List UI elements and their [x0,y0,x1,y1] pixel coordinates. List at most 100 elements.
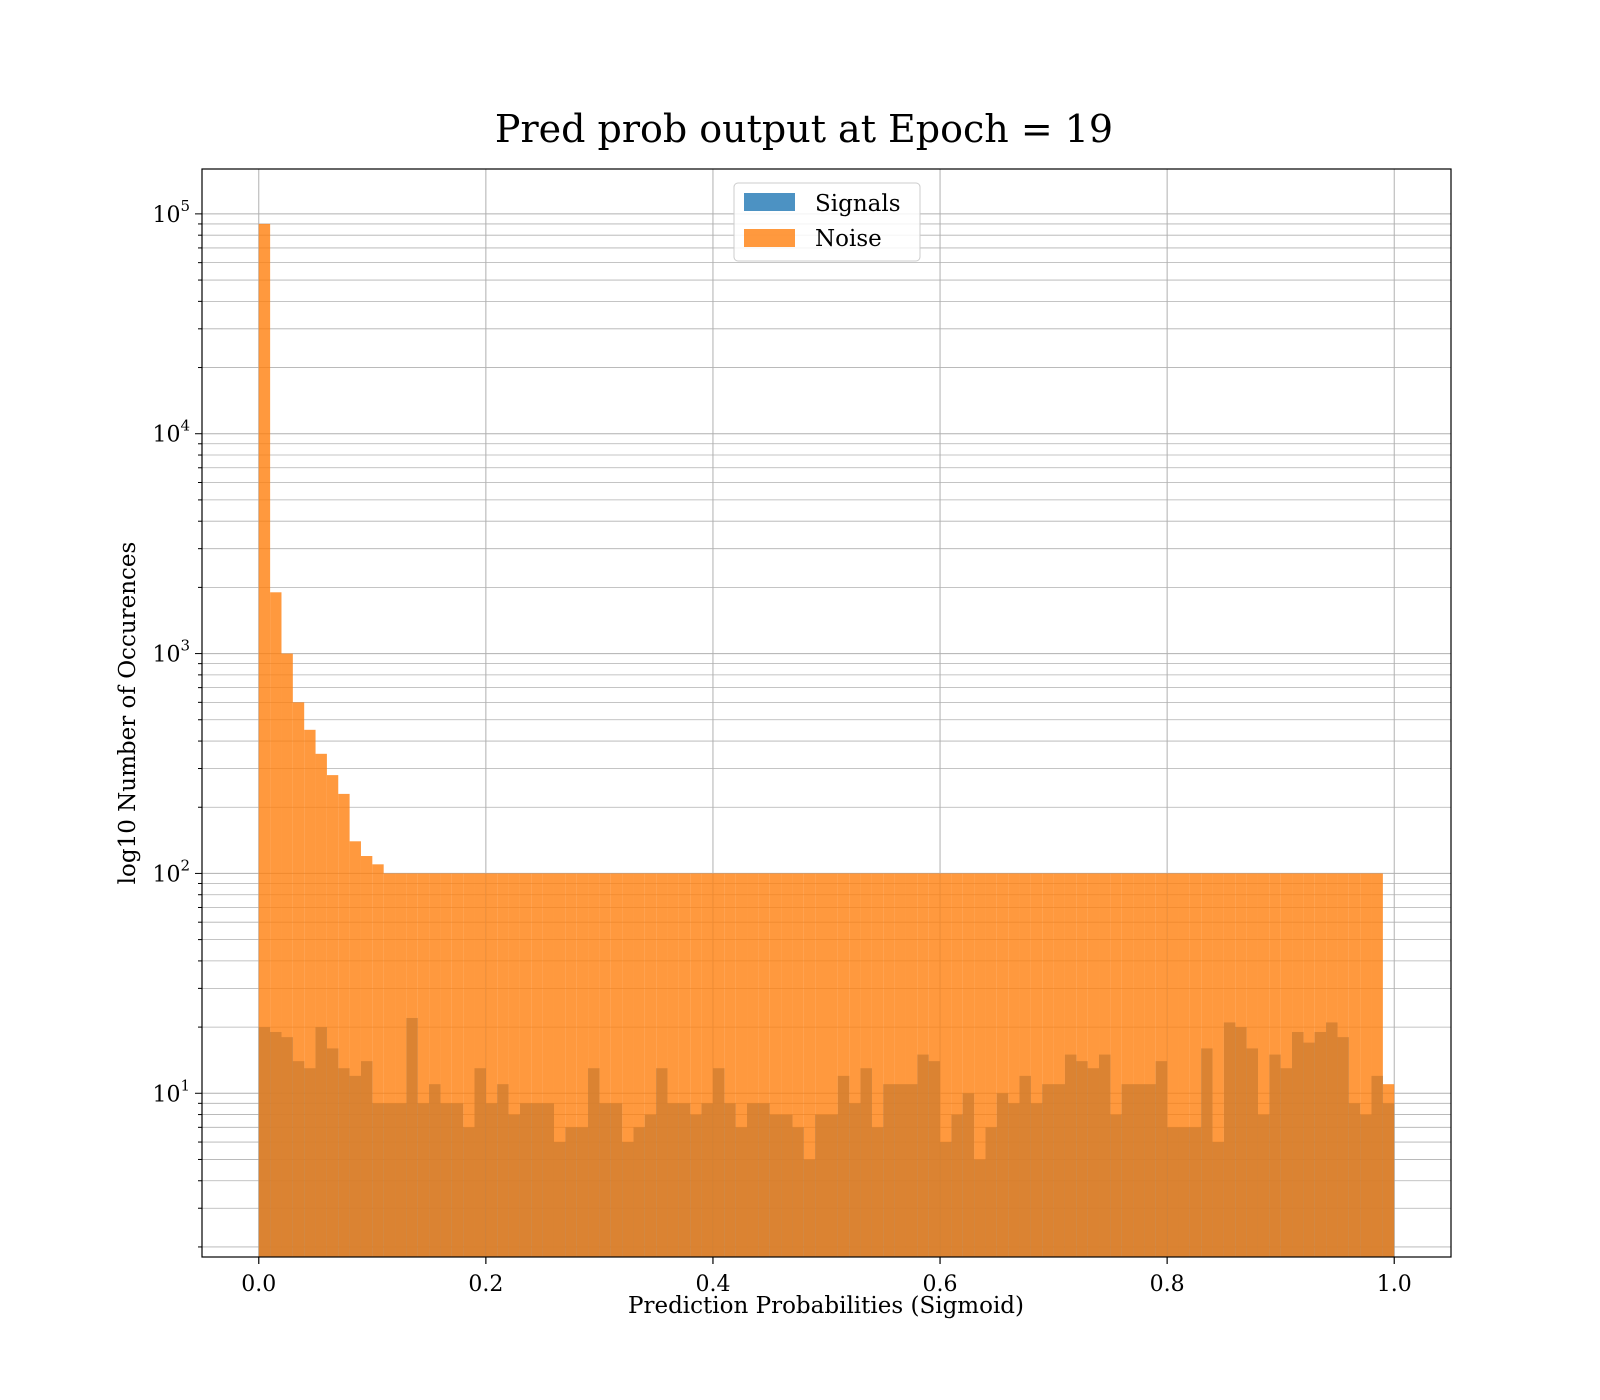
bar-noise [383,873,396,1257]
bar-noise [463,873,475,1257]
bar-noise [826,873,838,1257]
x-axis-label: Prediction Probabilities (Sigmoid) [628,1293,1024,1319]
bar-noise [1223,873,1236,1257]
bar-noise [1064,873,1077,1257]
bar-noise [690,873,702,1257]
bar-noise [1303,873,1315,1257]
bar-noise [837,873,850,1257]
bar-noise [1371,873,1383,1257]
bar-noise [633,873,645,1257]
bar-noise [1008,873,1020,1257]
bar-noise [1201,873,1213,1257]
bar-noise [1235,873,1247,1257]
bar-noise [1178,873,1190,1257]
bar-noise [747,873,759,1257]
bar-noise [1076,873,1088,1257]
ticks: 0.0 0.2 0.4 0.6 0.8 1.0 101 102 103 104 105 [152,197,1411,1297]
bars [258,223,1395,1257]
bar-noise [1280,873,1293,1257]
bar-noise [1337,873,1349,1257]
bar-noise [588,873,600,1257]
bar-noise [1348,873,1361,1257]
bar-noise [1292,873,1304,1257]
bar-noise [724,873,736,1257]
x-tick-label: 0.4 [695,1272,730,1297]
bar-noise [270,592,282,1257]
bar-noise [678,873,691,1257]
bar-noise [1030,873,1043,1257]
y-tick-label: 104 [152,417,190,448]
series-noise [258,223,1395,1257]
bar-noise [519,873,532,1257]
bar-noise [417,873,430,1257]
legend-swatch-signals [744,193,795,211]
bar-noise [1099,873,1111,1257]
bar-noise [951,873,963,1257]
bar-noise [974,873,986,1257]
bar-noise [531,873,543,1257]
legend: Signals Noise [733,182,921,262]
bar-noise [1360,873,1372,1257]
bar-noise [508,873,520,1257]
bar-noise [712,873,725,1257]
bar-noise [792,873,804,1257]
bar-noise [701,873,713,1257]
bar-noise [1257,873,1270,1257]
bar-noise [1326,873,1338,1257]
x-tick-label: 0.2 [468,1272,503,1297]
bar-noise [917,873,929,1257]
bar-noise [996,873,1009,1257]
bar-noise [1110,873,1122,1257]
bar-noise [1212,873,1224,1257]
bar-noise [553,873,566,1257]
bar-noise [372,864,384,1257]
y-tick-label: 105 [152,197,190,228]
bar-noise [485,873,498,1257]
bar-noise [894,873,906,1257]
bar-noise [258,223,271,1257]
bar-noise [451,873,464,1257]
bar-noise [565,873,577,1257]
bar-noise [1042,873,1054,1257]
bar-noise [860,873,872,1257]
bar-noise [304,729,316,1257]
bar-noise [360,856,373,1257]
bar-noise [281,653,293,1257]
bar-noise [406,873,418,1257]
bar-noise [815,873,827,1257]
bar-noise [1314,873,1327,1257]
bar-noise [644,873,657,1257]
bar-noise [871,873,884,1257]
chart-title: Pred prob output at Epoch = 19 [495,107,1113,151]
y-tick-label: 101 [152,1076,190,1107]
bar-noise [735,873,748,1257]
bar-noise [928,873,941,1257]
bar-noise [1087,873,1100,1257]
bar-noise [1053,873,1065,1257]
bar-noise [962,873,975,1257]
legend-label-signals: Signals [815,191,901,217]
bar-noise [1155,873,1168,1257]
y-tick-label: 102 [152,856,190,887]
bar-noise [440,873,452,1257]
bar-noise [292,702,305,1257]
y-axis-label: log10 Number of Occurences [115,542,141,885]
bar-noise [610,873,623,1257]
bar-noise [429,873,441,1257]
legend-label-noise: Noise [815,226,882,252]
bar-noise [474,873,486,1257]
x-tick-label: 0.6 [923,1272,958,1297]
bar-noise [576,873,589,1257]
bar-noise [326,775,339,1257]
y-tick-label: 103 [152,637,190,668]
bar-noise [542,873,554,1257]
bar-noise [497,873,509,1257]
x-tick-label: 0.8 [1150,1272,1185,1297]
bar-noise [1133,873,1145,1257]
bar-noise [940,873,952,1257]
bar-noise [1189,873,1202,1257]
legend-swatch-noise [744,229,795,247]
bar-noise [1144,873,1156,1257]
bar-noise [599,873,611,1257]
